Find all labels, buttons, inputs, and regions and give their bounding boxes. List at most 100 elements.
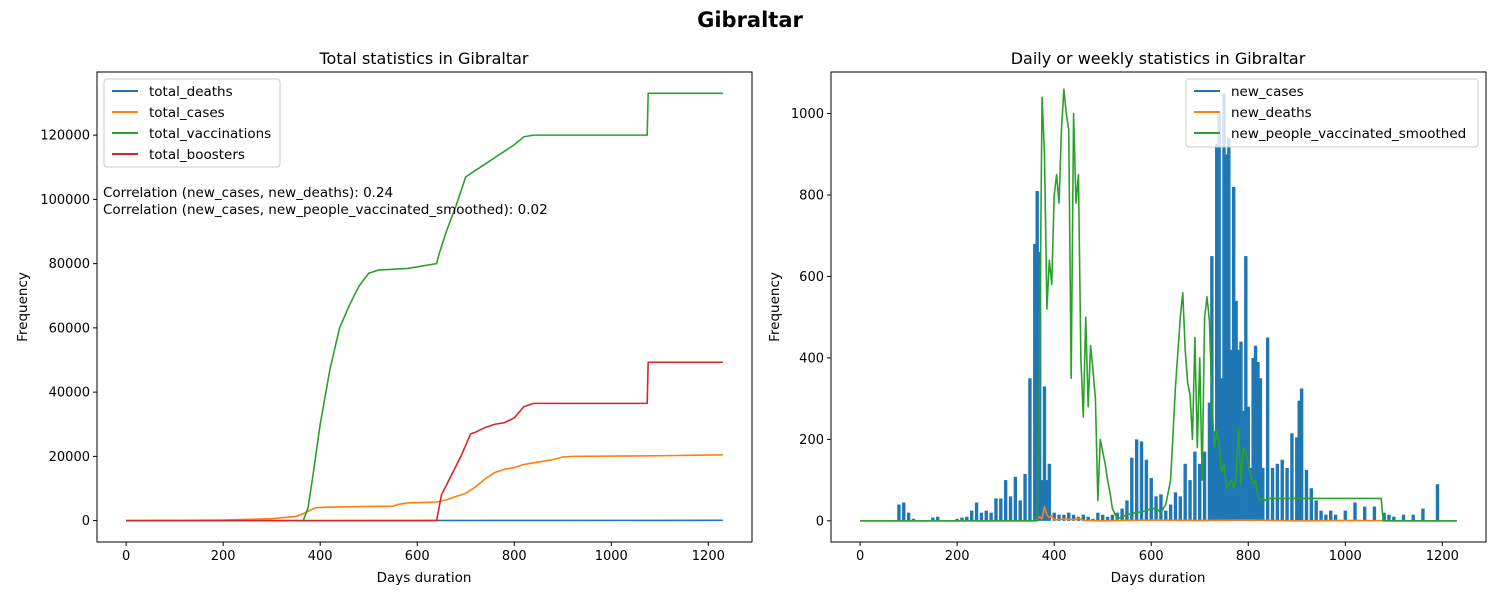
bar-new_cases <box>1033 243 1037 521</box>
bar-new_cases <box>1134 439 1139 521</box>
bar-new_cases <box>974 502 979 521</box>
bar-new_cases <box>1013 476 1018 521</box>
bar-new_cases <box>1270 467 1275 521</box>
bar-new_cases <box>1251 357 1255 521</box>
bar-new_cases <box>1382 512 1386 521</box>
bar-new_cases <box>931 517 935 521</box>
y-tick-label: 800 <box>799 188 824 203</box>
bar-new_cases <box>1052 512 1056 521</box>
correlation-annotation-deaths: Correlation (new_cases, new_deaths): 0.2… <box>103 185 393 201</box>
bar-new_cases <box>1295 437 1299 521</box>
y-tick-label: 1000 <box>791 107 824 122</box>
bar-new_cases <box>1042 386 1047 521</box>
bar-new_cases <box>1168 504 1173 521</box>
x-tick-label: 1200 <box>692 549 725 564</box>
bar-new_cases <box>1241 410 1246 521</box>
y-tick-label: 200 <box>799 433 824 448</box>
y-tick-label: 0 <box>816 514 824 529</box>
right-chart-xlabel: Days duration <box>1111 570 1206 586</box>
bar-new_cases <box>965 516 969 521</box>
bar-new_cases <box>906 512 911 521</box>
bar-new_cases <box>1319 510 1323 521</box>
bar-new_cases <box>1333 514 1338 521</box>
bar-new_cases <box>1343 510 1347 521</box>
x-tick-label: 1200 <box>1426 549 1459 564</box>
bar-new_cases <box>1253 345 1258 521</box>
figure-title: Gibraltar <box>697 8 803 32</box>
bar-new_cases <box>1045 480 1049 521</box>
y-tick-label: 20000 <box>49 450 90 465</box>
bar-new_cases <box>1232 186 1236 521</box>
right-chart-frame <box>830 71 1487 543</box>
bar-new_cases <box>1256 361 1260 521</box>
bar-new_cases <box>1062 514 1066 521</box>
bar-new_cases <box>1081 514 1085 521</box>
bar-new_cases <box>1008 496 1013 521</box>
bar-new_cases <box>999 498 1003 521</box>
bar-new_cases <box>1028 378 1032 521</box>
x-tick-label: 600 <box>1139 549 1164 564</box>
series-line-total_cases <box>126 453 723 522</box>
legend-label-new_cases: new_cases <box>1231 84 1304 100</box>
right-chart-plot-area <box>860 88 1457 522</box>
bar-new_cases <box>970 510 974 521</box>
x-tick-label: 1000 <box>1329 549 1362 564</box>
bar-new_cases <box>989 512 993 521</box>
right-chart-axes: 0 200 400 600 800 1000 1200 0 200 400 600 800 1000 <box>791 107 1459 564</box>
legend-label-total_deaths: total_deaths <box>149 84 233 100</box>
bar-new_cases <box>1217 113 1221 521</box>
bar-new_cases <box>1297 400 1301 521</box>
legend-label-total_cases: total_cases <box>149 105 225 121</box>
y-tick-label: 400 <box>799 351 824 366</box>
bar-new_cases <box>1280 459 1284 521</box>
bar-new_cases <box>1003 480 1008 521</box>
bar-new_cases <box>1314 500 1318 521</box>
bar-new_cases <box>1239 341 1243 521</box>
bar-new_cases <box>1164 510 1168 521</box>
correlation-annotation-vaccinated: Correlation (new_cases, new_people_vacci… <box>103 202 548 218</box>
bar-new_cases <box>1115 512 1119 521</box>
legend-label-new_deaths: new_deaths <box>1231 105 1312 121</box>
left-chart-title: Total statistics in Gibraltar <box>318 49 528 68</box>
right-chart-panel: Daily or weekly statistics in Gibraltar … <box>767 49 1487 586</box>
bar-new_cases <box>1435 484 1440 521</box>
series-line-new_deaths <box>860 505 1457 522</box>
right-chart-legend: new_cases new_deaths new_people_vaccinated… <box>1185 78 1479 148</box>
bar-new_cases <box>984 510 988 521</box>
bar-new_cases <box>1212 431 1216 521</box>
bar-new_cases <box>1265 337 1270 521</box>
bar-new_cases <box>1110 514 1115 521</box>
legend-label-total_vaccinations: total_vaccinations <box>149 126 271 142</box>
bar-new_cases <box>1193 451 1197 521</box>
y-tick-label: 40000 <box>49 386 90 401</box>
bar-new_cases <box>1130 457 1134 521</box>
bar-new_cases <box>1224 154 1229 521</box>
x-tick-label: 1000 <box>595 549 628 564</box>
left-chart-panel: Total statistics in Gibraltar 0 200 400 600… <box>15 49 753 586</box>
bar-new_cases <box>1023 473 1027 521</box>
bar-new_cases <box>1202 451 1207 521</box>
bar-new_cases <box>1261 467 1265 521</box>
bar-new_cases <box>1363 506 1367 521</box>
bar-new_cases <box>1324 514 1328 521</box>
bar-new_cases <box>1047 463 1052 521</box>
series-line-total_vaccinations <box>126 92 723 522</box>
bar-new_cases <box>1071 514 1076 521</box>
bar-new_cases <box>1091 518 1095 521</box>
right-chart-title: Daily or weekly statistics in Gibraltar <box>1011 49 1306 68</box>
left-legend-box <box>103 78 281 168</box>
bar-new_cases <box>1149 478 1153 521</box>
bar-new_cases <box>1057 514 1061 521</box>
left-chart-axes: 0 200 400 600 800 1000 1200 0 20000 40000 60000 800… <box>40 129 725 564</box>
bar-new_cases <box>1159 494 1163 521</box>
bar-new_cases <box>1248 467 1253 521</box>
bar-new_cases <box>955 518 959 521</box>
series-line-new_people_vaccinated_smoothed <box>860 88 1457 522</box>
bar-new_cases <box>1329 510 1333 521</box>
left-chart-xlabel: Days duration <box>377 570 472 586</box>
bar-new_cases <box>897 504 901 521</box>
bar-new_cases <box>1234 300 1238 521</box>
bar-new_cases <box>1101 514 1105 521</box>
y-tick-label: 600 <box>799 270 824 285</box>
